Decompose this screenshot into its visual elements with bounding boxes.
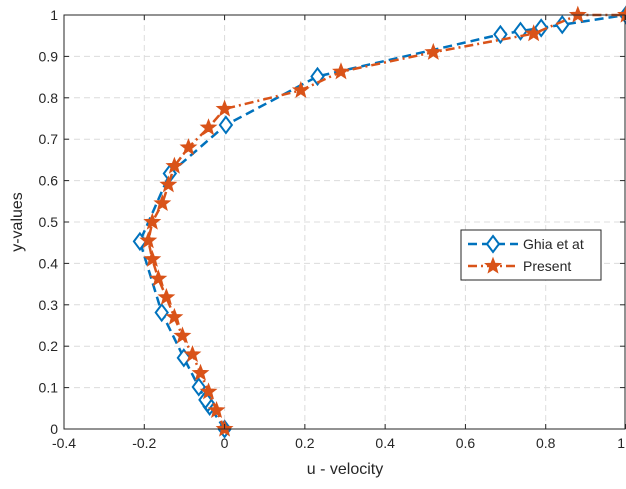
data-point-marker — [291, 80, 310, 98]
data-point-marker — [173, 326, 192, 344]
data-point-marker — [215, 99, 234, 117]
axis-ticks: -0.4 -0.2 0 0.2 0.4 0.6 0.8 1 0 0.1 0.2 0.3 0.4 0.5 0.… — [39, 7, 626, 451]
x-tick-label: 0.6 — [456, 435, 476, 451]
x-tick-label: 0.2 — [295, 435, 315, 451]
data-point-marker — [199, 118, 218, 136]
x-tick-label: 0.4 — [375, 435, 395, 451]
data-point-marker — [153, 193, 172, 211]
y-tick-label: 0.1 — [39, 380, 59, 396]
data-point-marker — [199, 382, 218, 400]
y-tick-label: 0.5 — [39, 214, 59, 230]
x-tick-label: 1 — [617, 435, 625, 451]
data-point-marker — [332, 62, 350, 80]
data-point-marker — [218, 115, 234, 135]
data-point-marker — [513, 21, 528, 41]
data-point-marker — [143, 249, 162, 267]
y-tick-label: 0.6 — [39, 173, 59, 189]
data-point-marker — [165, 156, 184, 174]
legend-label: Present — [523, 258, 571, 274]
legend-marker — [484, 256, 502, 274]
x-tick-label: 0.8 — [536, 435, 556, 451]
data-point-marker — [191, 377, 207, 397]
x-axis-label: u - velocity — [307, 461, 383, 478]
legend: Ghia et at Present — [460, 229, 602, 281]
legend-box — [460, 229, 602, 281]
data-point-marker — [424, 42, 443, 60]
data-point-marker — [524, 24, 543, 42]
data-point-marker — [149, 269, 168, 287]
data-point-marker — [568, 5, 587, 23]
data-point-marker — [157, 287, 176, 305]
x-tick-label: 0 — [221, 435, 229, 451]
data-point-marker — [143, 212, 162, 230]
y-tick-label: 0.2 — [39, 338, 59, 354]
data-point-marker — [617, 5, 626, 23]
y-tick-label: 1 — [50, 7, 58, 23]
series-layer — [132, 5, 626, 439]
data-point-marker — [179, 138, 198, 156]
y-tick-label: 0 — [50, 421, 58, 437]
data-point-marker — [139, 231, 158, 249]
data-point-marker — [183, 345, 202, 363]
data-point-marker — [198, 390, 213, 410]
data-point-marker — [533, 18, 549, 38]
data-point-marker — [191, 363, 210, 381]
data-point-marker — [159, 175, 178, 193]
series-line — [138, 13, 626, 430]
y-axis-label: y-values — [9, 192, 26, 252]
x-tick-label: -0.4 — [52, 435, 76, 451]
y-tick-label: 0.8 — [39, 90, 59, 106]
data-point-marker — [165, 307, 184, 325]
y-tick-label: 0.4 — [39, 255, 59, 271]
data-point-marker — [154, 302, 169, 323]
legend-marker — [485, 234, 501, 254]
legend-label: Ghia et at — [523, 236, 584, 252]
x-tick-label: -0.2 — [132, 435, 156, 451]
y-tick-label: 0.9 — [39, 48, 59, 64]
y-tick-label: 0.7 — [39, 131, 59, 147]
grid — [64, 15, 625, 429]
series-present — [139, 5, 626, 437]
data-point-marker — [207, 400, 226, 418]
y-tick-label: 0.3 — [39, 297, 59, 313]
